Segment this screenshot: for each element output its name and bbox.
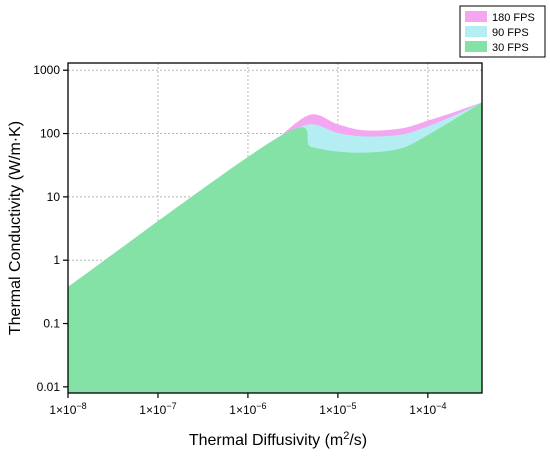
- area-30-fps: [68, 102, 482, 394]
- legend-label: 30 FPS: [492, 42, 529, 54]
- y-tick-label: 0.1: [43, 317, 60, 331]
- y-tick-label: 0.01: [37, 380, 61, 394]
- x-tick-label: 1×10−7: [139, 401, 176, 417]
- axis-ticks: 1×10−8 1×10−7 1×10−6 1×10−5 1×10−4 0.01 0.1 1 10…: [33, 63, 446, 417]
- x-axis-title: Thermal Diffusivity (m2/s): [189, 430, 367, 449]
- legend-swatch: [465, 26, 487, 37]
- x-tick-label: 1×10−5: [319, 401, 356, 417]
- plot-frame: [67, 62, 483, 394]
- y-tick-label: 10: [47, 190, 61, 204]
- y-tick-label: 100: [40, 127, 60, 141]
- y-tick-label: 1: [53, 253, 60, 267]
- x-tick-label: 1×10−8: [49, 401, 86, 417]
- legend-swatch: [465, 41, 487, 52]
- legend-label: 180 FPS: [492, 12, 535, 24]
- x-tick-label: 1×10−6: [229, 401, 266, 417]
- data-areas: [68, 102, 482, 394]
- y-axis-title: Thermal Conductivity (W/m·K): [7, 121, 24, 335]
- legend-label: 90 FPS: [492, 27, 529, 39]
- y-tick-label: 1000: [33, 63, 60, 77]
- legend: 180 FPS 90 FPS 30 FPS: [459, 5, 546, 58]
- x-tick-label: 1×10−4: [409, 401, 446, 417]
- legend-swatch: [465, 11, 487, 22]
